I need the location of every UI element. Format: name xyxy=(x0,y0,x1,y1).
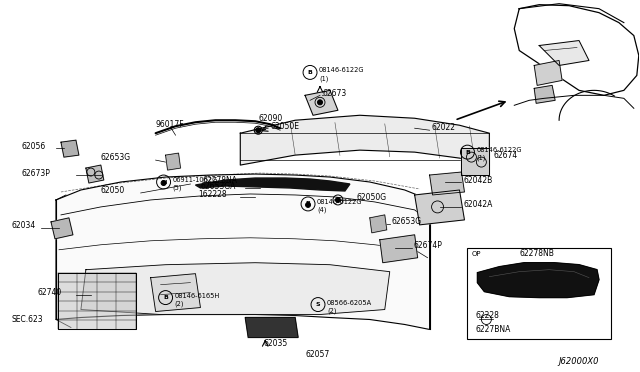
Polygon shape xyxy=(166,153,180,170)
Text: 62228: 62228 xyxy=(476,311,499,320)
Text: (4): (4) xyxy=(317,207,326,213)
Text: 62740: 62740 xyxy=(37,288,61,297)
Circle shape xyxy=(305,202,310,208)
Polygon shape xyxy=(429,172,465,195)
Polygon shape xyxy=(380,235,418,263)
Text: 08146-6122G: 08146-6122G xyxy=(317,199,362,205)
Polygon shape xyxy=(61,140,79,157)
Text: 62035: 62035 xyxy=(263,339,287,348)
Text: 62057: 62057 xyxy=(305,350,330,359)
Text: 62090: 62090 xyxy=(258,114,282,123)
Polygon shape xyxy=(58,273,136,330)
Polygon shape xyxy=(86,165,104,183)
Text: 62050E: 62050E xyxy=(270,122,299,131)
Polygon shape xyxy=(305,90,338,115)
Text: (1): (1) xyxy=(476,155,486,161)
Text: (5): (5) xyxy=(173,185,182,191)
Circle shape xyxy=(317,100,323,105)
Text: 62653GA: 62653GA xyxy=(200,182,236,190)
Bar xyxy=(467,248,611,339)
Text: (1): (1) xyxy=(319,75,328,81)
Text: S: S xyxy=(316,302,320,307)
Text: B: B xyxy=(306,201,310,206)
Polygon shape xyxy=(240,115,490,165)
Text: 162228: 162228 xyxy=(198,190,227,199)
Polygon shape xyxy=(461,148,490,175)
Text: (2): (2) xyxy=(327,307,337,314)
Text: 62050G: 62050G xyxy=(357,193,387,202)
Polygon shape xyxy=(195,178,350,191)
Polygon shape xyxy=(370,215,387,233)
Text: 62674: 62674 xyxy=(493,151,518,160)
Text: 62050: 62050 xyxy=(101,186,125,195)
Text: 62278NA: 62278NA xyxy=(202,176,237,185)
Text: 62673: 62673 xyxy=(323,89,348,98)
Text: 62653G: 62653G xyxy=(101,153,131,161)
Text: 62034: 62034 xyxy=(11,221,35,230)
Text: SEC.623: SEC.623 xyxy=(11,315,43,324)
Text: OP: OP xyxy=(472,251,481,257)
Text: 62056: 62056 xyxy=(21,142,45,151)
Polygon shape xyxy=(539,41,589,65)
Text: 6227BNA: 6227BNA xyxy=(476,325,511,334)
Text: 62278NB: 62278NB xyxy=(519,249,554,258)
Text: 96017F: 96017F xyxy=(156,120,184,129)
Text: (2): (2) xyxy=(175,300,184,307)
Circle shape xyxy=(256,128,260,133)
Text: 06911-1062G: 06911-1062G xyxy=(173,177,218,183)
Circle shape xyxy=(335,198,340,202)
Text: 62042B: 62042B xyxy=(463,176,493,185)
Text: B: B xyxy=(163,295,168,300)
Text: 08566-6205A: 08566-6205A xyxy=(327,299,372,305)
Polygon shape xyxy=(56,174,429,330)
Polygon shape xyxy=(81,263,390,314)
Polygon shape xyxy=(534,61,562,86)
Circle shape xyxy=(256,128,260,132)
Text: N: N xyxy=(161,180,166,185)
Text: 62674P: 62674P xyxy=(413,241,442,250)
Text: J62000X0: J62000X0 xyxy=(559,357,599,366)
Circle shape xyxy=(161,180,166,186)
Polygon shape xyxy=(415,190,465,225)
Text: 08146-6165H: 08146-6165H xyxy=(175,293,220,299)
Polygon shape xyxy=(477,263,599,298)
Text: 62673P: 62673P xyxy=(21,169,50,177)
Polygon shape xyxy=(534,86,555,103)
Text: 62042A: 62042A xyxy=(463,201,493,209)
Text: 62022: 62022 xyxy=(431,123,456,132)
Polygon shape xyxy=(150,274,200,311)
Text: 08146-6122G: 08146-6122G xyxy=(476,147,522,153)
Text: 62653G: 62653G xyxy=(392,217,422,227)
Text: B: B xyxy=(308,70,312,75)
Text: 08146-6122G: 08146-6122G xyxy=(319,67,365,73)
Polygon shape xyxy=(51,218,73,239)
Text: B: B xyxy=(465,150,470,155)
Polygon shape xyxy=(245,318,298,337)
